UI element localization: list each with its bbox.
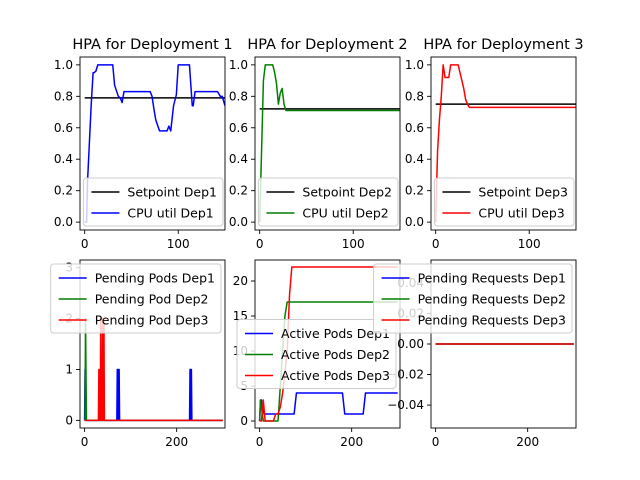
x-tick-label: 0 — [256, 435, 264, 449]
y-tick-label: −0.04 — [387, 398, 424, 412]
axes-frame — [79, 259, 226, 429]
y-tick-label: 0.6 — [229, 121, 248, 135]
subplot-4: 02000123 — [65, 259, 226, 449]
y-tick-label: 0.6 — [54, 121, 73, 135]
y-tick-label: 0.8 — [405, 89, 424, 103]
y-tick-label: 0.0 — [229, 215, 248, 229]
legend: Pending Requests Dep1 Pending Requests De… — [373, 263, 573, 334]
legend-entry: Setpoint Dep2 — [302, 185, 392, 200]
x-tick-label: 0 — [256, 237, 264, 251]
axes-frame — [79, 56, 226, 231]
y-tick-label: 0 — [240, 414, 248, 428]
legend: Pending Pods Dep1 Pending Pod Dep2 Pending… — [50, 263, 222, 334]
x-tick-label: 100 — [342, 237, 365, 251]
axes-frame — [430, 56, 577, 231]
x-tick-label: 100 — [167, 237, 190, 251]
legend: Setpoint Dep1 CPU util Dep1 — [82, 177, 224, 227]
axes-frame — [254, 56, 401, 231]
legend-entry: Active Pods Dep3 — [281, 368, 390, 383]
legend-entry: Setpoint Dep1 — [127, 185, 217, 200]
x-tick-label: 100 — [518, 237, 541, 251]
subplot-3: 0 100 0.0 0.2 0.4 0.6 0.8 1.0 HPA for Deployment… — [405, 37, 584, 251]
y-tick-label: 0 — [65, 413, 73, 427]
legend: Active Pods Dep1 Active Pods Dep2 Active P… — [236, 319, 397, 389]
subplot-1: 0 100 0.0 0.2 0.4 0.6 0.8 1.0 HPA for Deployment… — [54, 37, 233, 251]
subplot-title: HPA for Deployment 1 — [72, 37, 232, 53]
y-tick-label: 0.4 — [54, 152, 73, 166]
subplot-title: HPA for Deployment 3 — [423, 37, 583, 53]
subplot-2: 0 100 0.0 0.2 0.4 0.6 0.8 1.0 HPA for Deployment… — [229, 37, 408, 251]
legend-box — [50, 263, 222, 334]
y-tick-label: 0.2 — [54, 184, 73, 198]
series-line-1-2 — [84, 64, 225, 223]
legend: Setpoint Dep3 CPU util Dep3 — [433, 177, 575, 227]
x-tick-label: 0 — [432, 435, 440, 449]
legend-entry: Pending Requests Dep1 — [418, 271, 566, 286]
legend-entry: Setpoint Dep3 — [478, 185, 568, 200]
series-line-5-3 — [259, 266, 398, 422]
y-tick-label: 0.8 — [229, 89, 248, 103]
x-tick-label: 0 — [432, 237, 440, 251]
legend-box — [82, 177, 224, 227]
series-line-3-2 — [434, 64, 576, 223]
y-tick-label: 0.2 — [405, 184, 424, 198]
x-tick-label: 0 — [81, 237, 89, 251]
series-line-2-2 — [258, 64, 400, 223]
y-tick-label: 0.00 — [397, 337, 424, 351]
x-tick-label: 200 — [516, 435, 539, 449]
x-tick-label: 200 — [340, 435, 363, 449]
legend-entry: Pending Pods Dep1 — [95, 271, 215, 286]
y-tick-label: 0.6 — [405, 121, 424, 135]
series-line-4-3 — [84, 317, 223, 422]
y-tick-label: 0.2 — [229, 184, 248, 198]
legend-entry: Pending Pod Dep3 — [95, 313, 209, 328]
x-tick-label: 200 — [165, 435, 188, 449]
legend-entry: Active Pods Dep2 — [281, 347, 390, 362]
y-tick-label: 20 — [233, 274, 248, 288]
legend-box — [236, 319, 397, 389]
y-tick-label: 0.4 — [229, 152, 248, 166]
y-tick-label: 1.0 — [54, 58, 73, 72]
legend-entry: Active Pods Dep1 — [281, 326, 390, 341]
legend-box — [433, 177, 575, 227]
subplot-title: HPA for Deployment 2 — [247, 37, 407, 53]
y-tick-label: 1.0 — [229, 58, 248, 72]
y-tick-label: 0.4 — [405, 152, 424, 166]
legend-box — [373, 263, 573, 334]
y-tick-label: 0.8 — [54, 89, 73, 103]
legend: Setpoint Dep2 CPU util Dep2 — [257, 177, 399, 227]
legend-entry: CPU util Dep1 — [127, 206, 213, 221]
x-tick-label: 0 — [81, 435, 89, 449]
legend-entry: Pending Pod Dep2 — [95, 292, 209, 307]
legend-entry: CPU util Dep2 — [302, 206, 388, 221]
legend-entry: Pending Requests Dep2 — [418, 292, 566, 307]
y-tick-label: 1.0 — [405, 58, 424, 72]
y-tick-label: 1 — [65, 362, 73, 376]
y-tick-label: 0.0 — [405, 215, 424, 229]
legend-entry: CPU util Dep3 — [478, 206, 564, 221]
legend-entry: Pending Requests Dep3 — [418, 313, 566, 328]
y-tick-label: 0.0 — [54, 215, 73, 229]
legend-box — [257, 177, 399, 227]
